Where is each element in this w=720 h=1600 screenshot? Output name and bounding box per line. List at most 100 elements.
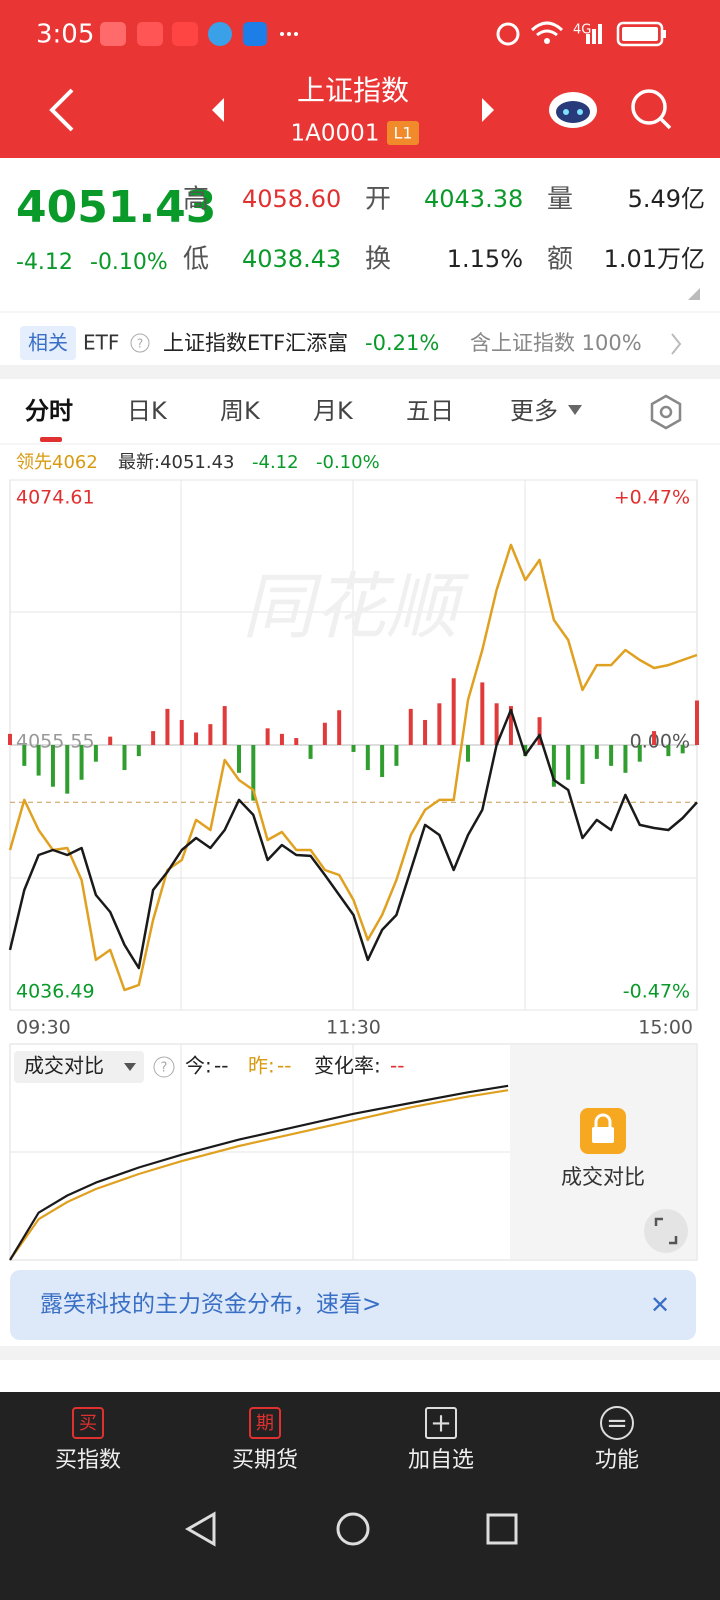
flow-bar <box>508 706 513 745</box>
field-value: 4043.38 <box>424 185 523 213</box>
lock-shackle <box>594 1113 612 1128</box>
dropdown-arrow <box>124 1063 136 1071</box>
nav-item[interactable]: = 功能 <box>595 1406 639 1473</box>
status-icons <box>100 21 666 47</box>
lock-body <box>592 1127 614 1143</box>
next-button[interactable] <box>482 98 494 122</box>
field-value: 4058.60 <box>242 185 341 213</box>
tab[interactable]: 五日 <box>406 397 454 425</box>
etf-label: ETF <box>83 331 119 355</box>
flow-bar <box>22 745 27 766</box>
flow-bar <box>308 745 313 759</box>
flow-bar <box>222 706 227 745</box>
y-tick-label: 4036.49 <box>16 981 95 1003</box>
flow-bar <box>265 728 270 745</box>
flow-bar <box>523 745 528 757</box>
code: 1A0001 <box>291 121 380 147</box>
field-label: 额 <box>547 245 573 275</box>
flow-bar <box>337 710 342 745</box>
help: ? <box>161 1061 168 1076</box>
flow-bar <box>365 745 370 771</box>
tab[interactable]: 日K <box>127 397 168 425</box>
flow-bar <box>652 731 657 745</box>
prev-button[interactable] <box>212 98 224 122</box>
nav-icon: = <box>606 1409 628 1439</box>
flow-bar <box>8 733 12 745</box>
flow-bar <box>494 703 499 745</box>
search-button[interactable] <box>631 89 672 130</box>
level-badge <box>387 121 419 145</box>
tab[interactable]: 分时 <box>25 397 73 425</box>
sys-back[interactable] <box>184 1511 216 1547</box>
separator <box>0 365 720 379</box>
field-label: 量 <box>547 185 573 215</box>
flow-bar <box>480 682 485 745</box>
nav-icon-box <box>249 1407 281 1439</box>
nav-item[interactable]: + 加自选 <box>408 1407 474 1473</box>
etf-tag-bg <box>20 326 76 360</box>
flow-bar <box>594 745 599 759</box>
etf-tag: 相关 <box>28 331 68 355</box>
yesterday-label: 昨: <box>248 1054 275 1078</box>
back-button[interactable] <box>49 88 74 132</box>
expand-icon <box>654 1217 678 1245</box>
clock: 3:05 <box>36 20 94 50</box>
nav-label: 买指数 <box>55 1448 121 1473</box>
flow-bar <box>623 745 628 773</box>
watermark: 同花顺 <box>242 565 470 649</box>
tab[interactable]: 月K <box>313 397 354 425</box>
flow-bar <box>294 738 299 745</box>
flow-bar <box>537 717 542 745</box>
banner[interactable] <box>10 1270 696 1340</box>
flow-bar <box>93 745 98 762</box>
flow-bar <box>179 719 184 745</box>
chart: 4074.61 4055.55 4036.49 +0.47% 0.00% -0.47% 09… <box>8 479 699 1039</box>
y2-tick-label: 0.00% <box>630 731 690 753</box>
tab[interactable]: 更多 <box>510 397 558 425</box>
flow-bar <box>122 745 127 771</box>
field-value: 4038.43 <box>242 245 341 273</box>
y-tick-label: 4055.55 <box>16 731 95 753</box>
yesterday-value: -- <box>277 1054 291 1078</box>
expand-button[interactable] <box>644 1209 688 1253</box>
flow-bar <box>136 745 141 757</box>
sys-home[interactable] <box>336 1512 370 1546</box>
flow-bar <box>394 745 399 766</box>
legend-change: -4.12 <box>252 452 299 473</box>
flow-bar <box>609 745 614 766</box>
x-tick-label: 15:00 <box>638 1017 693 1039</box>
flow-bar <box>580 745 585 784</box>
separator <box>0 1346 720 1360</box>
banner-close[interactable]: ✕ <box>650 1291 670 1319</box>
settings-button[interactable] <box>650 394 682 430</box>
today-value: -- <box>214 1054 228 1078</box>
nav-icon-box <box>72 1407 104 1439</box>
tab[interactable]: 周K <box>220 397 261 425</box>
flow-bar <box>380 745 385 777</box>
help-icon[interactable] <box>130 333 150 353</box>
x-tick-label: 09:30 <box>16 1017 71 1039</box>
help-icon[interactable] <box>153 1056 175 1078</box>
volume-title: 成交对比 <box>24 1054 104 1078</box>
help: ? <box>137 337 143 351</box>
tab-underline <box>40 437 62 442</box>
etf-row[interactable] <box>0 312 720 374</box>
flow-bar <box>151 731 156 745</box>
volume-select[interactable] <box>14 1051 144 1083</box>
change: -4.12 <box>16 250 73 275</box>
today-label: 今: <box>185 1054 212 1078</box>
flow-bar <box>50 745 55 787</box>
flow-bar <box>437 703 442 745</box>
robot-button[interactable] <box>549 92 597 128</box>
nav-icon-box <box>600 1406 634 1440</box>
flow-bar <box>551 745 556 787</box>
flow-bar <box>65 745 70 794</box>
field-value: 1.01万亿 <box>604 245 705 273</box>
sys-recent[interactable] <box>486 1513 518 1545</box>
change-pct: -0.10% <box>90 250 168 275</box>
chevron <box>671 333 682 355</box>
